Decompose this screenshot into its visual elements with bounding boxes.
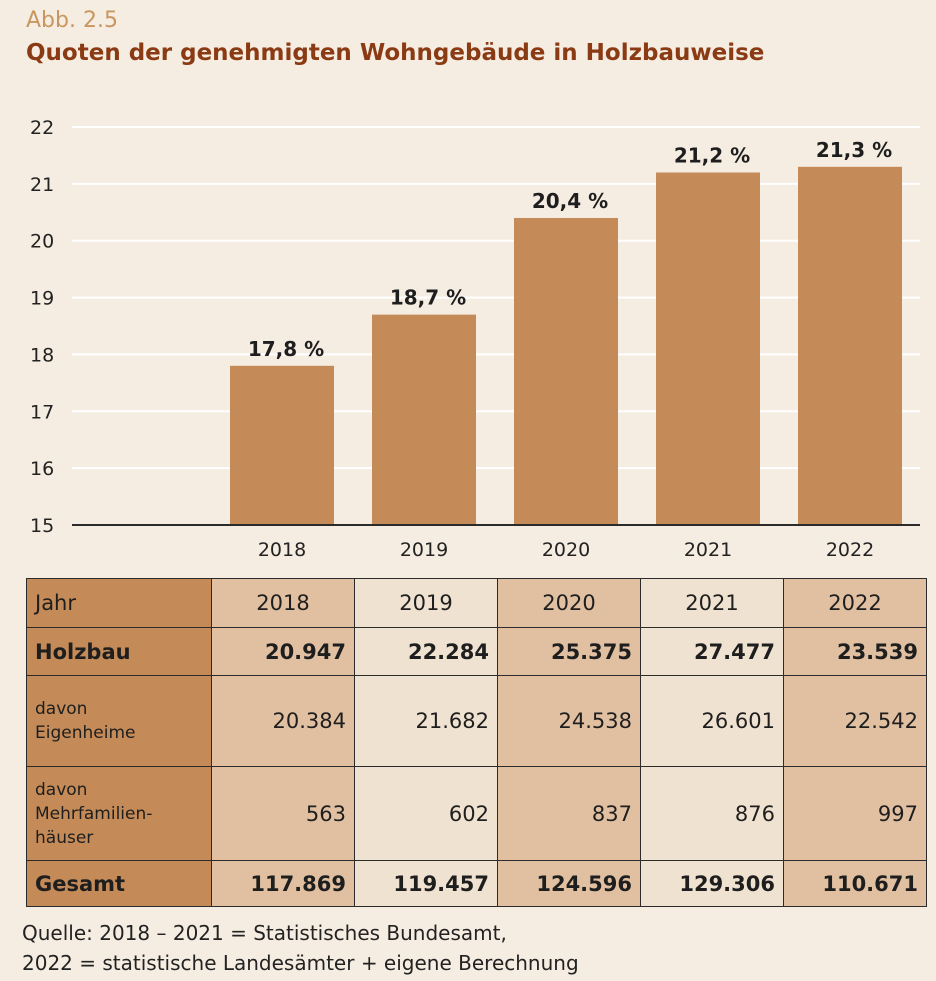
y-tick-label: 20 bbox=[30, 231, 54, 253]
table-row-holzbau: Holzbau 20.947 22.284 25.375 27.477 23.5… bbox=[26, 627, 927, 676]
bar bbox=[656, 172, 760, 525]
table-header-year: 2021 bbox=[640, 578, 784, 628]
table-cell: 26.601 bbox=[640, 675, 784, 767]
data-table: Jahr 2018 2019 2020 2021 2022 Holzbau 20… bbox=[26, 578, 927, 907]
row-label-line: davon bbox=[35, 779, 88, 800]
row-label: Gesamt bbox=[26, 860, 212, 907]
data-label: 18,7 % bbox=[390, 286, 466, 310]
data-label: 21,3 % bbox=[816, 138, 892, 162]
y-tick-label: 21 bbox=[30, 174, 54, 196]
table-cell: 24.538 bbox=[497, 675, 641, 767]
x-tick-label: 2019 bbox=[400, 539, 448, 561]
row-label: davon Mehrfamilien- häuser bbox=[26, 766, 212, 861]
table-cell: 997 bbox=[783, 766, 927, 861]
table-cell: 117.869 bbox=[211, 860, 355, 907]
data-label: 17,8 % bbox=[248, 337, 324, 361]
table-cell: 129.306 bbox=[640, 860, 784, 907]
y-tick-label: 17 bbox=[30, 401, 54, 423]
bar bbox=[230, 365, 334, 525]
table-cell: 22.542 bbox=[783, 675, 927, 767]
table-row-gesamt: Gesamt 117.869 119.457 124.596 129.306 1… bbox=[26, 860, 927, 907]
table-row-eigenheime: davon Eigenheime 20.384 21.682 24.538 26… bbox=[26, 675, 927, 767]
table-header-row: Jahr 2018 2019 2020 2021 2022 bbox=[26, 578, 927, 628]
table-row-mehrfamilienhaeuser: davon Mehrfamilien- häuser 563 602 837 8… bbox=[26, 766, 927, 861]
table-cell: 119.457 bbox=[354, 860, 498, 907]
y-tick-label: 22 bbox=[30, 117, 54, 139]
row-label-line: Eigenheime bbox=[35, 723, 136, 743]
figure-title: Quoten der genehmigten Wohngebäude in Ho… bbox=[26, 40, 765, 66]
row-label: davon Eigenheime bbox=[26, 675, 212, 767]
x-tick-label: 2018 bbox=[258, 539, 306, 561]
bar bbox=[798, 166, 902, 526]
table-cell: 23.539 bbox=[783, 627, 927, 676]
table-cell: 602 bbox=[354, 766, 498, 861]
row-label: Holzbau bbox=[26, 627, 212, 676]
source-line: Quelle: 2018 – 2021 = Statistisches Bund… bbox=[22, 921, 507, 945]
table-header-label: Jahr bbox=[26, 578, 212, 628]
table-cell: 20.384 bbox=[211, 675, 355, 767]
data-label: 21,2 % bbox=[674, 143, 750, 167]
table-cell: 124.596 bbox=[497, 860, 641, 907]
x-tick-label: 2021 bbox=[684, 539, 732, 561]
y-tick-label: 15 bbox=[30, 515, 54, 537]
table-cell: 21.682 bbox=[354, 675, 498, 767]
table-cell: 837 bbox=[497, 766, 641, 861]
x-tick-label: 2020 bbox=[542, 539, 590, 561]
table-cell: 20.947 bbox=[211, 627, 355, 676]
table-header-year: 2020 bbox=[497, 578, 641, 628]
source-note: Quelle: 2018 – 2021 = Statistisches Bund… bbox=[22, 918, 579, 978]
bar bbox=[372, 314, 476, 525]
table-cell: 563 bbox=[211, 766, 355, 861]
row-label-line: Mehrfamilien- bbox=[35, 803, 153, 824]
table-cell: 25.375 bbox=[497, 627, 641, 676]
table-header-year: 2018 bbox=[211, 578, 355, 628]
table-cell: 27.477 bbox=[640, 627, 784, 676]
bar bbox=[514, 217, 618, 525]
y-tick-label: 18 bbox=[30, 344, 54, 366]
y-tick-label: 16 bbox=[30, 458, 54, 480]
row-label-line: häuser bbox=[35, 827, 94, 848]
table-cell: 876 bbox=[640, 766, 784, 861]
table-header-year: 2022 bbox=[783, 578, 927, 628]
y-tick-label: 19 bbox=[30, 288, 54, 310]
row-label-line: davon bbox=[35, 699, 88, 719]
source-line: 2022 = statistische Landesämter + eigene… bbox=[22, 951, 579, 975]
data-label: 20,4 % bbox=[532, 189, 608, 213]
x-tick-label: 2022 bbox=[826, 539, 874, 561]
figure-number: Abb. 2.5 bbox=[26, 8, 118, 33]
table-cell: 110.671 bbox=[783, 860, 927, 907]
table-cell: 22.284 bbox=[354, 627, 498, 676]
table-header-year: 2019 bbox=[354, 578, 498, 628]
